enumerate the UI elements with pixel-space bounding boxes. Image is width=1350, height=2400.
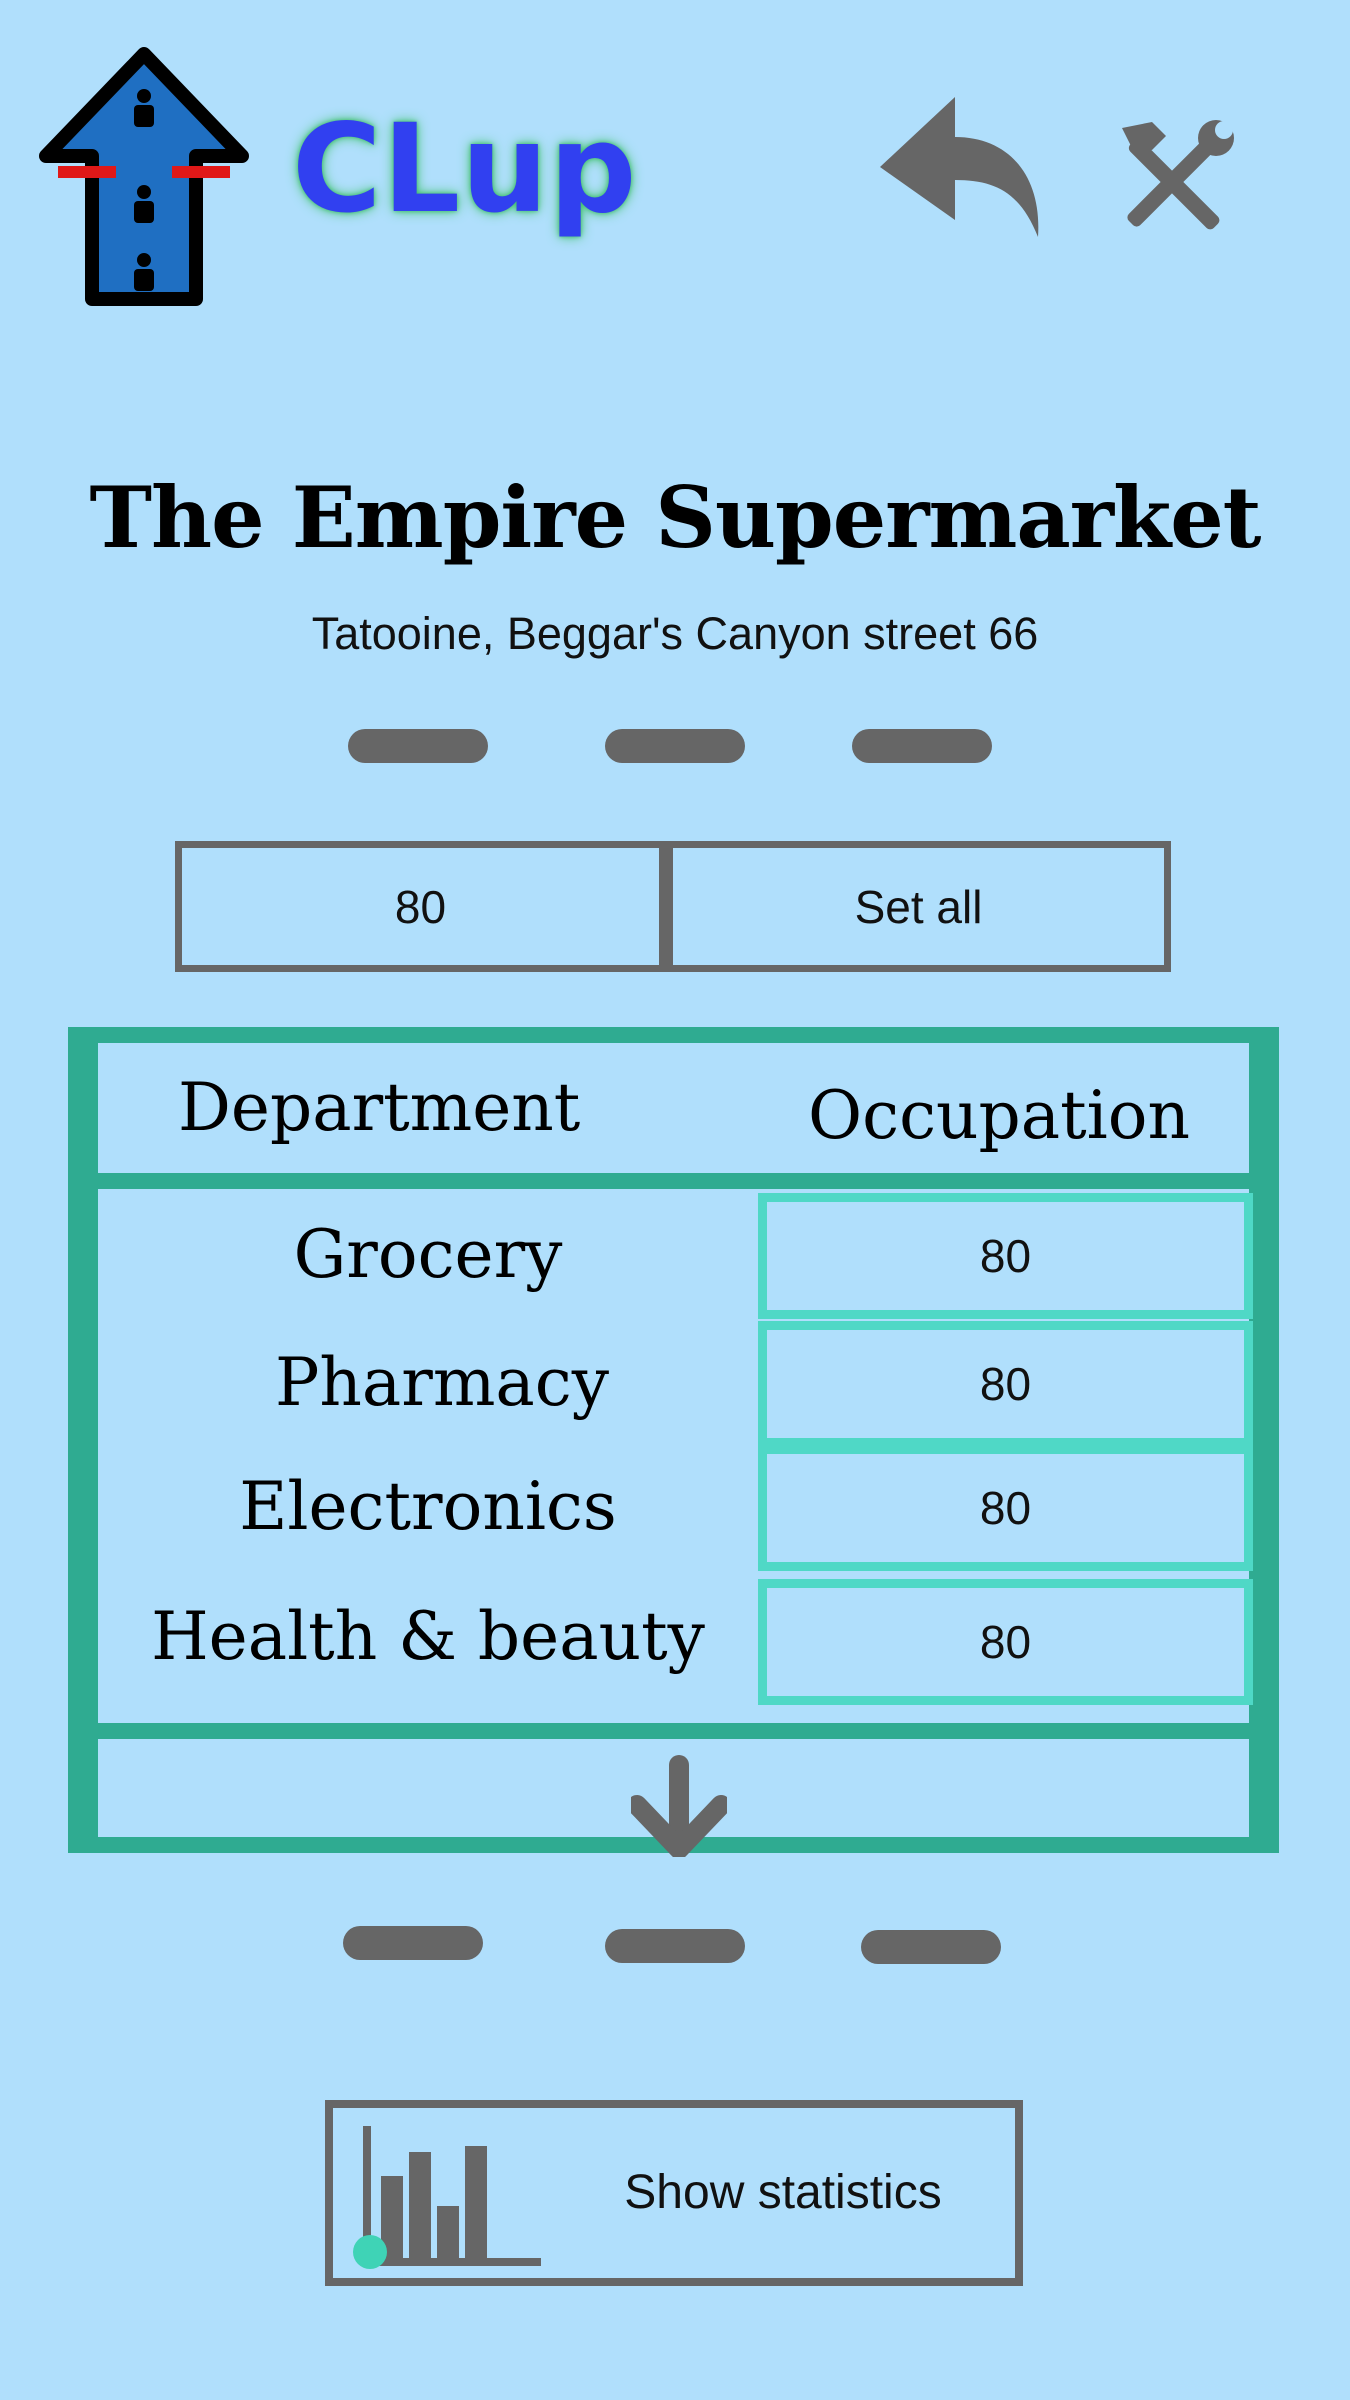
table-border xyxy=(84,1043,98,1837)
department-occupation-table: Department Occupation Grocery Pharmacy E… xyxy=(68,1027,1279,1857)
department-label-health-beauty: Health & beauty xyxy=(151,1598,705,1675)
set-all-button[interactable]: Set all xyxy=(666,841,1171,972)
hammer-wrench-icon[interactable] xyxy=(1108,118,1238,248)
bar-chart-icon xyxy=(353,2126,541,2269)
store-address: Tatooine, Beggar's Canyon street 66 xyxy=(311,608,1039,659)
header-department: Department xyxy=(178,1069,581,1146)
occupation-input-electronics[interactable] xyxy=(758,1445,1253,1571)
table-header: Department Occupation xyxy=(98,1043,1249,1189)
divider-dash xyxy=(348,729,488,763)
table-body: Grocery Pharmacy Electronics Health & be… xyxy=(98,1189,1253,1739)
all-departments-value-input[interactable] xyxy=(175,841,666,972)
divider-dash xyxy=(852,729,992,763)
divider-dash xyxy=(343,1926,483,1960)
expand-table-button[interactable] xyxy=(98,1739,1249,1857)
back-arrow-icon[interactable] xyxy=(870,92,1045,242)
divider-dash xyxy=(605,729,745,763)
occupation-input-health-beauty[interactable] xyxy=(758,1579,1253,1705)
department-label-pharmacy: Pharmacy xyxy=(275,1344,609,1421)
set-all-row: Set all xyxy=(175,841,1171,972)
occupation-input-grocery[interactable] xyxy=(758,1193,1253,1319)
table-row: Health & beauty xyxy=(98,1573,1253,1705)
table-row: Pharmacy xyxy=(98,1319,1253,1447)
table-row: Grocery xyxy=(98,1191,1253,1319)
show-statistics-label: Show statistics xyxy=(624,2166,942,2219)
department-label-grocery: Grocery xyxy=(293,1216,563,1293)
arrow-down-icon xyxy=(631,1755,727,1857)
app-name-logo: CLup xyxy=(292,98,638,240)
show-statistics-button[interactable]: Show statistics xyxy=(325,2100,1023,2286)
occupation-input-pharmacy[interactable] xyxy=(758,1321,1253,1447)
clup-logo-icon xyxy=(39,47,249,306)
table-row: Electronics xyxy=(98,1443,1253,1571)
divider-dash xyxy=(605,1929,745,1963)
header-occupation: Occupation xyxy=(808,1077,1191,1154)
store-name-title: The Empire Supermarket xyxy=(89,468,1262,567)
divider-dash xyxy=(861,1930,1001,1964)
department-label-electronics: Electronics xyxy=(239,1468,617,1545)
